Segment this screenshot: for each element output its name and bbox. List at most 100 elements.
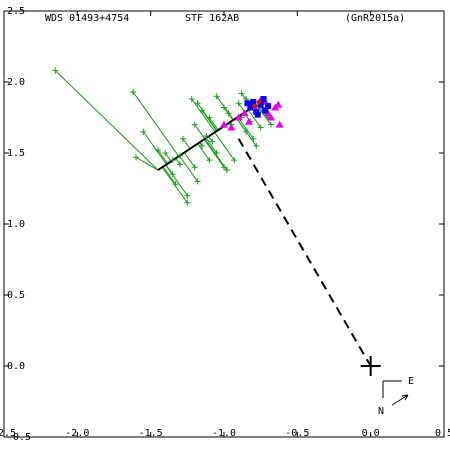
observation-plus-marker: [191, 121, 198, 128]
observation-plus-marker: [209, 138, 216, 145]
observation-plus-marker: [238, 90, 245, 97]
observation-plus-marker: [225, 110, 232, 117]
periastron-dashed-line: [237, 138, 372, 367]
observation-plus-marker: [172, 181, 179, 188]
y-tick-label: 2.0: [7, 77, 25, 88]
observation-square-marker: [260, 96, 267, 103]
x-tick-label: -1.0: [212, 428, 236, 439]
observation-plus-marker: [169, 157, 176, 164]
observation-plus-marker: [191, 164, 198, 171]
compass-north-label: N: [378, 406, 384, 417]
observation-plus-marker: [213, 93, 220, 100]
observation-triangle-marker: [244, 117, 253, 125]
observation-plus-marker: [203, 132, 210, 139]
observation-square-marker: [257, 101, 264, 108]
observation-square-marker: [244, 100, 251, 107]
residual-line: [208, 136, 213, 142]
observation-plus-marker: [184, 199, 191, 206]
x-tick-label: -2.5: [0, 428, 16, 439]
observation-plus-marker: [257, 124, 264, 131]
observation-triangle-marker: [234, 113, 243, 121]
residual-line: [132, 91, 180, 157]
orbit-arc-line: [157, 103, 257, 171]
observation-plus-marker: [162, 150, 169, 156]
y-tick-label: 1.0: [7, 219, 25, 230]
observation-plus-marker: [199, 142, 205, 149]
residual-line: [191, 98, 216, 133]
residual-line: [247, 109, 262, 128]
residual-line: [157, 149, 168, 164]
observation-triangle-marker: [240, 109, 249, 117]
observation-plus-marker: [231, 157, 238, 164]
observation-plus-marker: [133, 154, 139, 161]
observation-plus-marker: [253, 142, 260, 149]
residual-line: [214, 132, 235, 161]
residual-line: [135, 156, 159, 171]
residual-line: [183, 152, 196, 168]
residual-line: [197, 143, 210, 161]
residual-line: [205, 137, 218, 154]
y-tick-label: -0.5: [7, 432, 31, 443]
observation-plus-marker: [184, 192, 191, 199]
residual-line: [179, 155, 199, 182]
plot-frame: -2.5 -2.0 -1.5 -1.0 -0.5 0.0 0.5 -0.5 0.0 0.5 1.0 1…: [0, 6, 450, 443]
observation-plus-marker: [223, 167, 230, 174]
observation-plus-marker: [194, 100, 201, 107]
x-tick-label: -2.0: [65, 428, 89, 439]
observation-triangle-marker: [275, 120, 284, 128]
primary-star-marker: [360, 356, 381, 376]
observation-plus-marker: [194, 178, 201, 185]
header-reference: (GnR2015a): [345, 13, 405, 24]
residual-line: [142, 131, 167, 165]
compass-east-label: E: [408, 376, 414, 387]
observation-square-marker: [262, 107, 269, 114]
compass: E N: [378, 376, 414, 417]
observation-triangle-marker: [266, 113, 275, 121]
residual-line: [201, 110, 218, 132]
observation-markers: [52, 67, 284, 206]
compass-arrow-icon: [391, 394, 409, 406]
y-tick-label: 1.5: [7, 148, 25, 159]
compass-axes: [382, 380, 402, 398]
residual-line: [204, 138, 228, 171]
observation-plus-marker: [243, 128, 249, 135]
residual-line: [161, 166, 188, 203]
residual-line: [227, 112, 234, 121]
observation-plus-marker: [140, 128, 147, 135]
residual-line: [54, 70, 159, 171]
y-tick-label: 2.5: [7, 6, 25, 17]
residual-line: [237, 116, 254, 140]
x-tick-label: -0.5: [285, 428, 309, 439]
orbit-segments: [157, 103, 381, 376]
observation-triangle-marker: [274, 100, 283, 108]
observation-plus-marker: [221, 164, 227, 171]
observation-plus-marker: [235, 100, 242, 107]
y-tick-label: 0.5: [7, 290, 25, 301]
y-tick-label: 0.0: [7, 361, 25, 372]
observation-plus-marker: [221, 104, 227, 111]
residual-line: [255, 104, 272, 125]
residual-line: [175, 157, 181, 165]
observation-diamond-marker: [251, 103, 258, 110]
observation-diamond-marker: [256, 98, 263, 105]
residual-line: [165, 164, 188, 196]
residual-line: [162, 166, 177, 185]
x-tick-label: 0.0: [362, 428, 380, 439]
observation-plus-marker: [177, 161, 183, 168]
x-tick-label: -1.5: [139, 428, 163, 439]
observation-plus-marker: [199, 107, 205, 114]
observation-plus-marker: [213, 150, 220, 156]
observation-plus-marker: [250, 135, 257, 142]
observation-square-marker: [247, 104, 254, 111]
observation-plus-marker: [169, 171, 176, 178]
header-star-id: WDS 01493+4754: [45, 13, 129, 24]
observation-triangle-marker: [227, 123, 236, 131]
observation-plus-marker: [130, 88, 137, 95]
observation-triangle-marker: [220, 120, 228, 128]
observation-square-marker: [254, 111, 261, 118]
residual-line: [182, 138, 191, 150]
observation-plus-marker: [188, 96, 195, 103]
observation-plus-marker: [206, 157, 213, 164]
